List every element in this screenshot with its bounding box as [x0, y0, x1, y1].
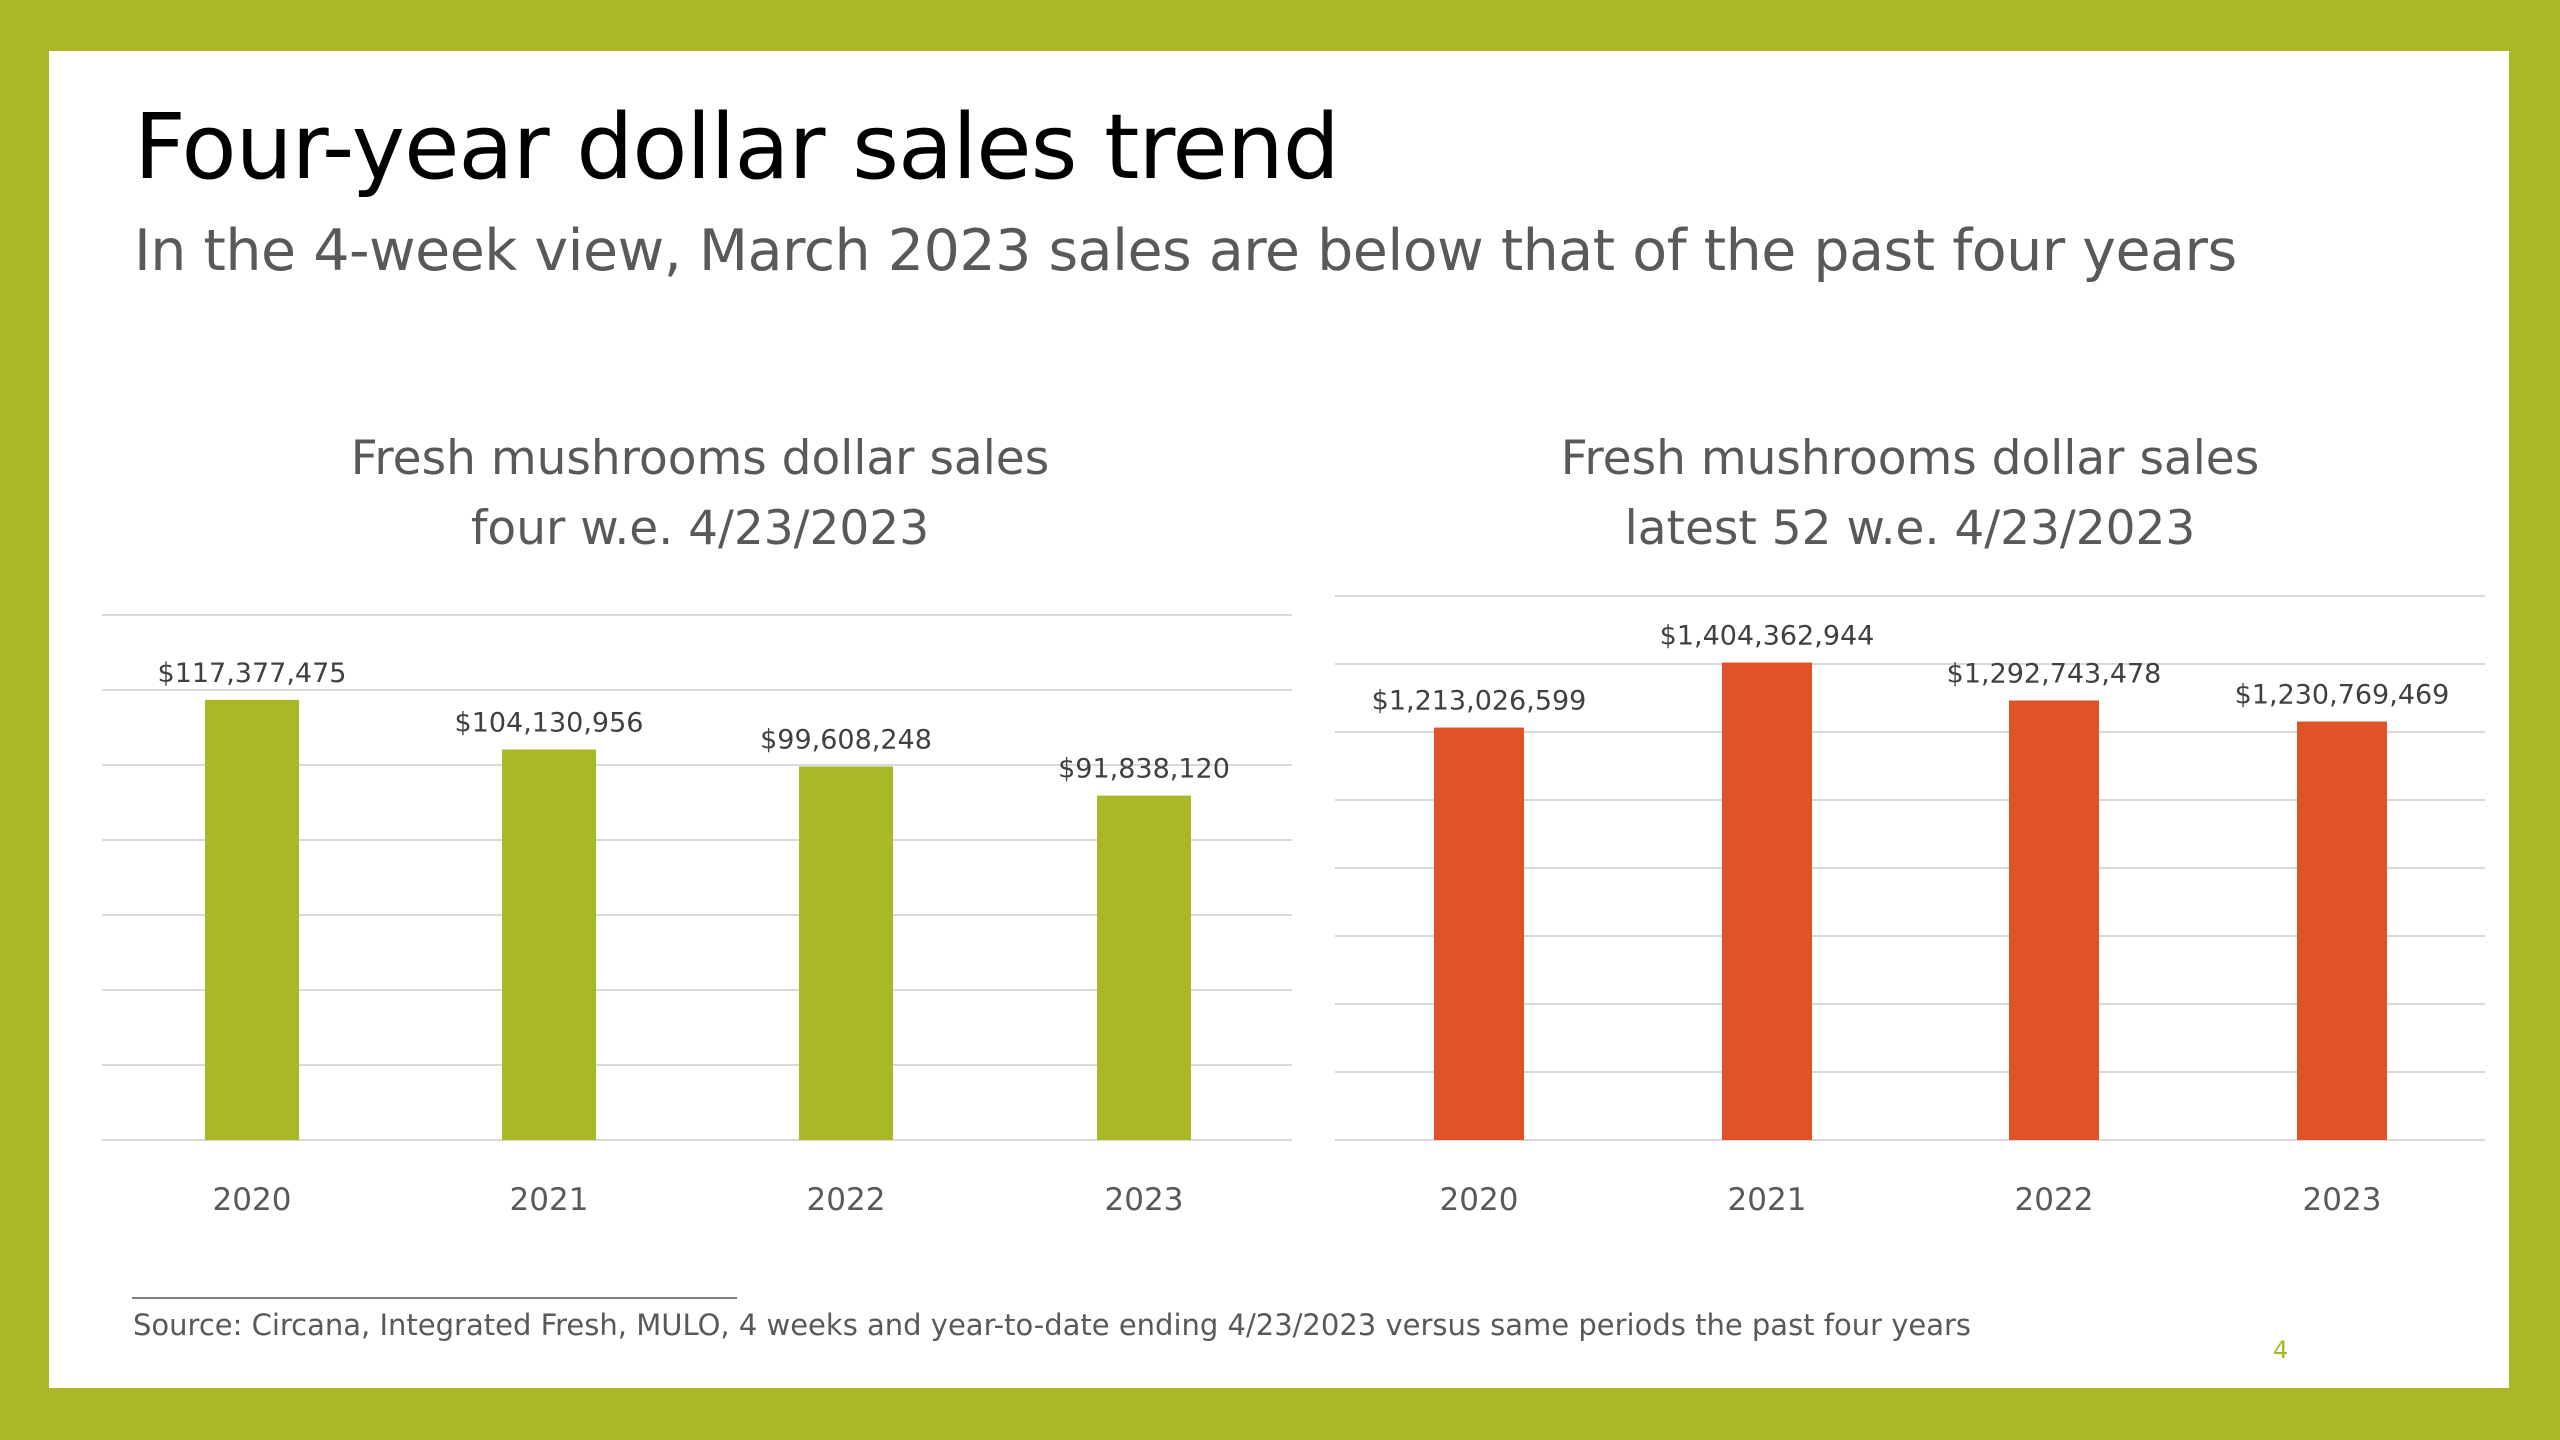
slide-subtitle: In the 4-week view, March 2023 sales are…	[134, 218, 2237, 284]
left-x-tick-2020: 2020	[213, 1182, 292, 1218]
right-bar-2020	[1434, 727, 1524, 1140]
left-data-label-2021: $104,130,956	[455, 708, 644, 739]
right-x-tick-2021: 2021	[1728, 1182, 1807, 1218]
right-x-tick-2022: 2022	[2015, 1182, 2094, 1218]
right-data-label-2021: $1,404,362,944	[1660, 621, 1875, 652]
right-bar-2023	[2297, 721, 2387, 1140]
source-note: Source: Circana, Integrated Fresh, MULO,…	[133, 1308, 1972, 1342]
left-chart: $117,377,475 2020 $104,130,956 2021 $99,608,…	[102, 614, 1292, 1218]
slide-title: Four-year dollar sales trend	[134, 95, 1340, 200]
right-bar-2022	[2009, 700, 2099, 1140]
page-number: 4	[2273, 1336, 2289, 1364]
left-x-tick-2023: 2023	[1105, 1182, 1184, 1218]
left-data-label-2022: $99,608,248	[760, 724, 932, 755]
right-chart-title-line-2: latest 52 w.e. 4/23/2023	[1624, 501, 2196, 556]
right-x-tick-2023: 2023	[2303, 1182, 2382, 1218]
left-chart-title: Fresh mushrooms dollar sales four w.e. 4…	[200, 424, 1200, 564]
left-data-label-2023: $91,838,120	[1058, 754, 1230, 785]
right-chart-title: Fresh mushrooms dollar sales latest 52 w…	[1410, 424, 2410, 564]
right-bar-2021	[1722, 662, 1812, 1140]
right-data-label-2023: $1,230,769,469	[2235, 680, 2450, 711]
left-bar-2023	[1097, 795, 1191, 1140]
right-data-label-2020: $1,213,026,599	[1372, 686, 1587, 717]
right-chart-title-line-1: Fresh mushrooms dollar sales	[1560, 431, 2260, 486]
left-chart-title-line-1: Fresh mushrooms dollar sales	[350, 431, 1050, 486]
left-x-tick-2021: 2021	[510, 1182, 589, 1218]
left-bar-2020	[205, 699, 299, 1140]
right-data-label-2022: $1,292,743,478	[1947, 658, 2162, 689]
left-bar-2022	[799, 766, 893, 1140]
left-chart-title-line-2: four w.e. 4/23/2023	[470, 501, 930, 556]
right-x-tick-2020: 2020	[1440, 1182, 1519, 1218]
left-x-tick-2022: 2022	[807, 1182, 886, 1218]
source-divider	[132, 1297, 737, 1299]
left-bar-2021	[502, 749, 596, 1140]
left-data-label-2020: $117,377,475	[158, 658, 347, 689]
right-chart: $1,213,026,599 2020 $1,404,362,944 2021 $1,2…	[1335, 595, 2485, 1218]
